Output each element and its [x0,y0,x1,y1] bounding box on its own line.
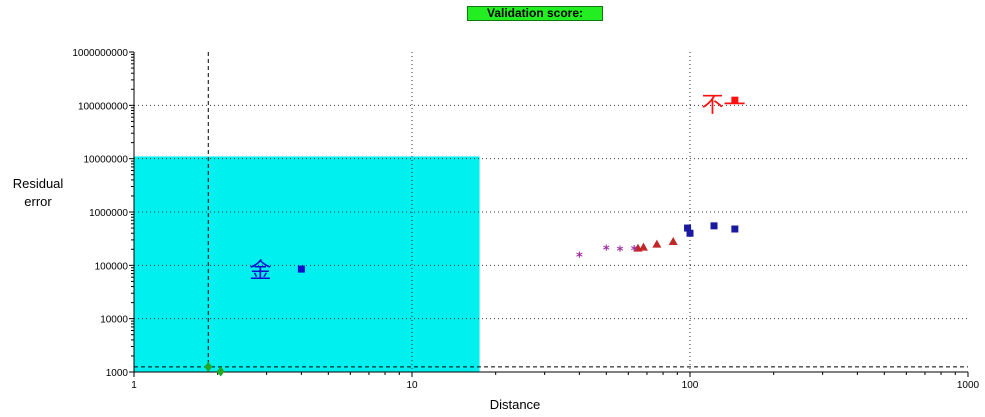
data-point-star: * [617,244,624,259]
y-axis-label-line-2: error [24,194,52,209]
data-point-square [297,265,305,273]
data-point-triangle [652,239,662,248]
y-tick-label: 1000000 [89,208,128,219]
chart-title: Validation score: [467,6,603,21]
y-tick-label: 100000 [95,261,129,272]
data-point-square [710,222,718,230]
data-point-diamond [204,361,213,372]
annotation-label: 金 [249,259,271,284]
data-point-square [731,96,739,104]
x-tick-label: 1 [131,380,137,391]
y-tick-label: 10000000 [84,155,129,166]
y-axis-label-line-1: Residual [12,176,64,191]
y-tick-label: 10000 [100,315,128,326]
data-point-triangle [638,242,648,251]
data-point-square [731,225,739,233]
data-point-diamond [216,366,225,377]
x-axis-label: Distance [489,397,541,412]
x-tick-label: 100 [682,380,699,391]
annotation-label: 不一 [702,93,746,118]
highlight-region [134,156,480,372]
data-point-star: * [631,244,638,259]
data-point-square [686,229,694,237]
data-point-star: * [576,251,583,266]
y-tick-label: 1000000000 [72,48,128,59]
data-point-triangle [668,236,678,245]
x-tick-label: 10 [406,380,418,391]
data-point-square [684,224,692,232]
y-tick-label: 100000000 [78,101,128,112]
y-axis-label: Residual error [2,175,74,211]
data-point-star: * [603,243,610,258]
x-tick-label: 1000 [957,380,980,391]
y-tick-label: 1000 [106,368,129,379]
